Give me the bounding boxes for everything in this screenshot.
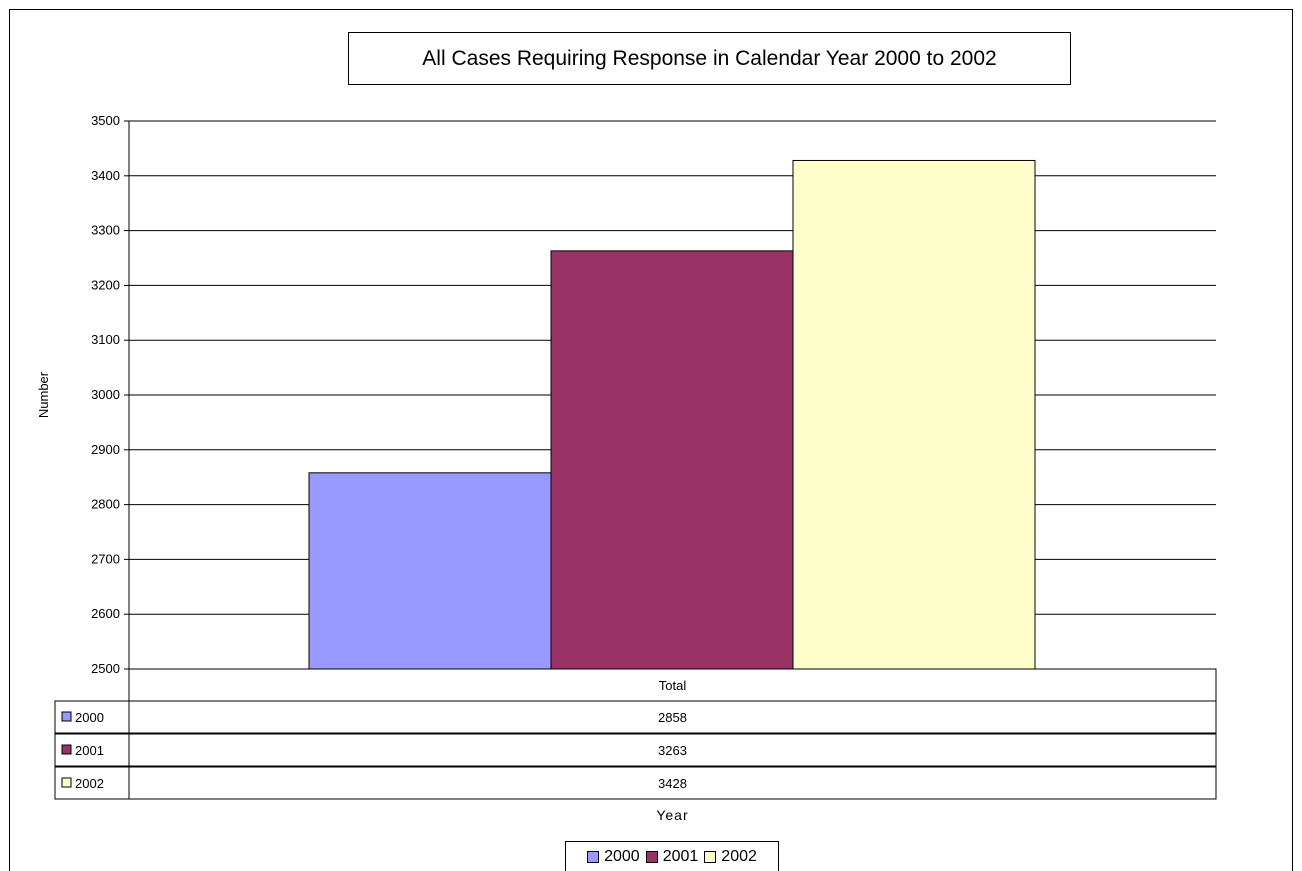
table-row <box>128 700 1217 734</box>
x-axis-title: Year <box>656 807 688 823</box>
y-tick-label: 3400 <box>91 168 120 183</box>
chart-frame <box>9 9 1293 871</box>
bar-2000 <box>308 472 552 670</box>
legend-label: 2000 <box>604 847 640 865</box>
y-tick-label: 2600 <box>91 606 120 621</box>
table-swatch-2001 <box>61 744 72 755</box>
legend-swatch <box>704 850 717 863</box>
table-value: 3428 <box>658 776 687 791</box>
chart-title: All Cases Requiring Response in Calendar… <box>348 32 1071 85</box>
table-swatch-2000 <box>61 711 72 722</box>
y-tick-label: 2900 <box>91 442 120 457</box>
y-axis-title: Number <box>36 371 51 418</box>
legend-label: 2002 <box>721 847 757 865</box>
y-tick-label: 3500 <box>91 113 120 128</box>
y-tick-label: 3200 <box>91 277 120 292</box>
bar-2002 <box>792 159 1036 670</box>
legend-swatch <box>587 850 600 863</box>
y-tick-label: 3100 <box>91 332 120 347</box>
y-tick-label: 3300 <box>91 223 120 238</box>
table-series-label: 2000 <box>75 710 104 725</box>
legend-item-2000: 2000 <box>587 848 640 866</box>
legend-label: 2001 <box>662 847 699 865</box>
y-tick-label: 2700 <box>91 551 120 566</box>
table-row <box>128 733 1217 767</box>
chart-legend: 2000 2001 2002 <box>565 841 779 871</box>
bar-2001 <box>550 250 794 670</box>
y-tick-label: 3000 <box>91 387 120 402</box>
table-row <box>128 766 1217 800</box>
legend-item-2001: 2001 <box>645 847 699 866</box>
chart-title-text: All Cases Requiring Response in Calendar… <box>422 46 997 70</box>
table-value: 2858 <box>658 710 687 725</box>
table-series-label: 2001 <box>75 743 104 758</box>
table-swatch-2002 <box>61 777 72 788</box>
legend-swatch <box>645 850 658 863</box>
legend-item-2002: 2002 <box>704 848 757 866</box>
table-series-label: 2002 <box>75 776 104 791</box>
y-tick-label: 2500 <box>91 661 120 676</box>
table-value: 3263 <box>658 743 687 758</box>
y-tick-label: 2800 <box>91 497 120 512</box>
table-category-label: Total <box>659 678 687 693</box>
